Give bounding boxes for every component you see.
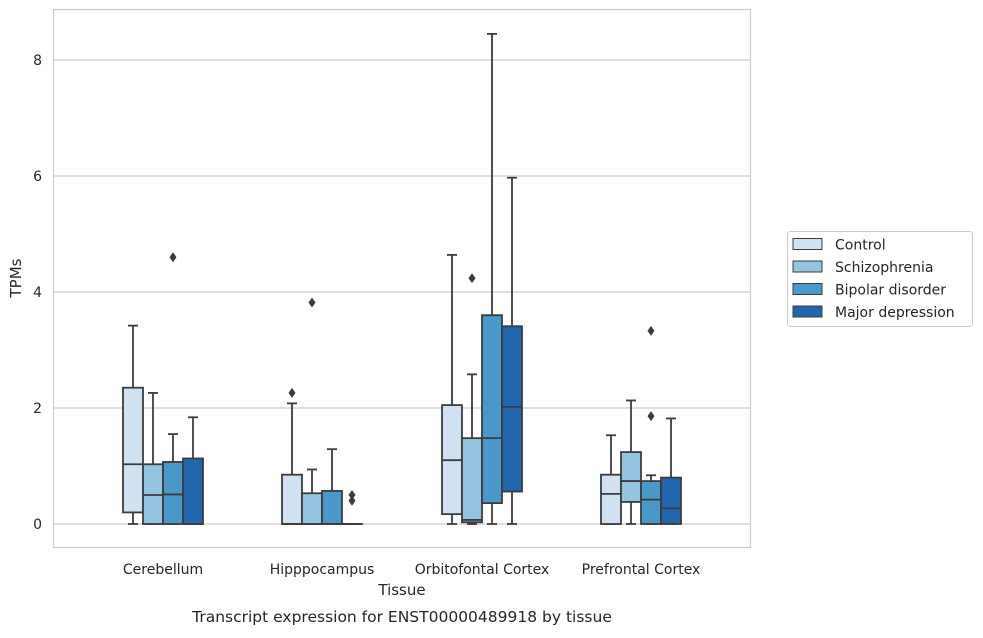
box-2-0 — [163, 252, 183, 524]
x-ticks: Cerebellum Hipppocampus Orbitofontal Corte… — [123, 562, 700, 578]
box-0-2 — [442, 255, 462, 524]
legend-swatch-1 — [793, 261, 822, 272]
box-body — [621, 452, 641, 502]
y-tick-label-8: 8 — [33, 53, 42, 69]
box-body — [163, 462, 183, 524]
box-3-3 — [661, 418, 681, 524]
grid-layer — [53, 60, 750, 524]
box-body — [183, 458, 203, 524]
x-tick-label-1: Hipppocampus — [270, 562, 375, 578]
x-tick-label-2: Orbitofontal Cortex — [415, 562, 550, 578]
box-1-0 — [143, 393, 163, 524]
chart-caption: Transcript expression for ENST0000048991… — [191, 608, 612, 626]
legend-label-2: Bipolar disorder — [835, 283, 946, 299]
box-2-2 — [482, 34, 502, 524]
y-axis-title: TPMs — [7, 258, 25, 298]
box-3-2 — [502, 178, 522, 524]
outlier-0 — [289, 388, 296, 398]
y-tick-label-6: 6 — [33, 169, 42, 185]
box-body — [641, 481, 661, 524]
outlier-0 — [648, 411, 655, 421]
outlier-1 — [648, 326, 655, 336]
y-ticks: 0 2 4 6 8 — [33, 53, 42, 533]
legend-label-3: Major depression — [835, 305, 955, 321]
legend-label-0: Control — [835, 238, 886, 254]
box-body — [322, 491, 342, 524]
outlier-0 — [170, 252, 177, 262]
boxes-layer — [123, 34, 681, 524]
box-3-1 — [342, 490, 362, 524]
box-body — [282, 475, 302, 524]
box-body — [601, 475, 621, 524]
box-body — [502, 326, 522, 491]
box-body — [482, 315, 502, 503]
outlier-1 — [349, 490, 356, 500]
legend: Control Schizophrenia Bipolar disorder Majo… — [788, 232, 973, 327]
box-1-3 — [621, 400, 641, 524]
box-1-2 — [462, 273, 482, 524]
y-tick-label-0: 0 — [33, 517, 42, 533]
outlier-0 — [469, 273, 476, 283]
x-axis-title: Tissue — [377, 581, 425, 599]
y-tick-label-4: 4 — [33, 285, 42, 301]
legend-swatch-0 — [793, 239, 822, 250]
outlier-0 — [309, 297, 316, 307]
legend-swatch-2 — [793, 284, 822, 295]
box-2-3 — [641, 326, 661, 524]
box-1-1 — [302, 297, 322, 524]
box-0-3 — [601, 435, 621, 524]
x-tick-label-0: Cerebellum — [123, 562, 203, 578]
box-body — [661, 478, 681, 524]
legend-swatch-3 — [793, 306, 822, 317]
box-2-1 — [322, 449, 342, 524]
box-0-0 — [123, 326, 143, 524]
box-3-0 — [183, 417, 203, 524]
box-body — [302, 493, 322, 524]
box-body — [462, 438, 482, 522]
x-tick-label-3: Prefrontal Cortex — [582, 562, 701, 578]
box-body — [123, 388, 143, 513]
y-tick-label-2: 2 — [33, 401, 42, 417]
legend-label-1: Schizophrenia — [835, 260, 933, 276]
